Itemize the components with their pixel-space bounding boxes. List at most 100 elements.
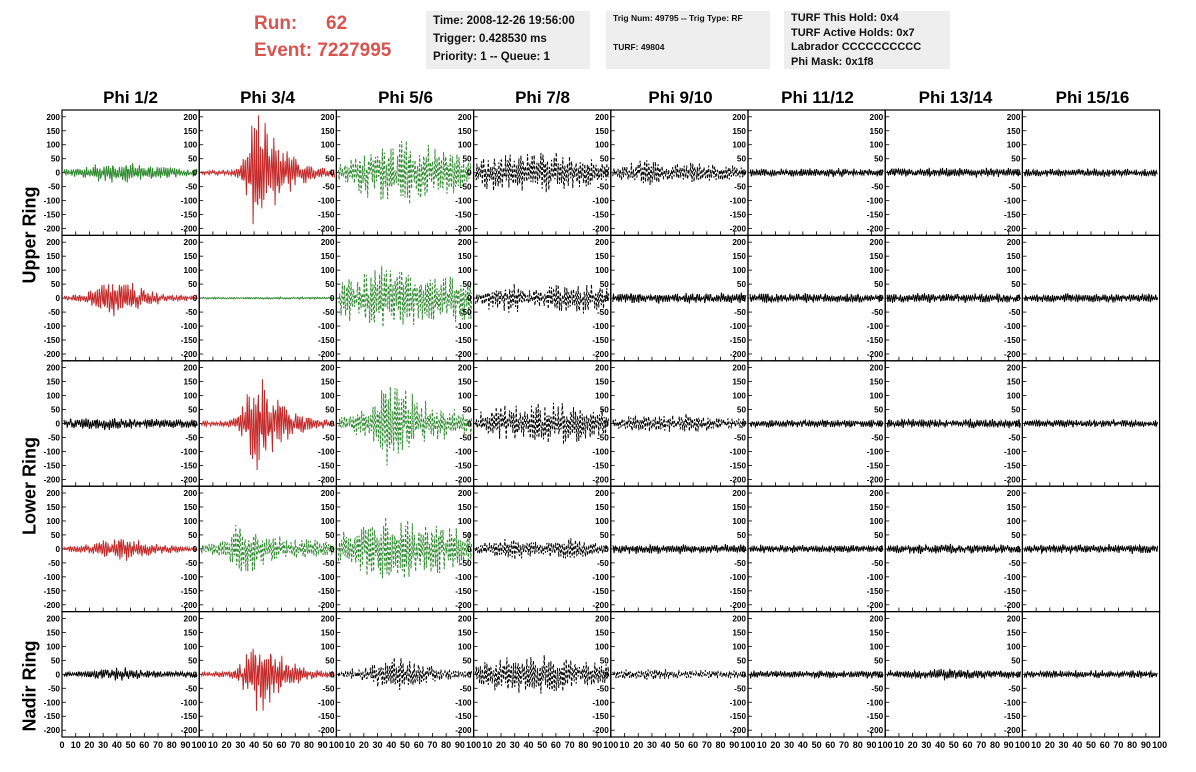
y-tick-label: -50 bbox=[597, 183, 609, 192]
waveform-trace bbox=[200, 296, 335, 301]
y-tick-label: -200 bbox=[1004, 726, 1021, 735]
column-header-phi-7-8: Phi 7/8 bbox=[515, 88, 570, 107]
y-tick-label: 100 bbox=[184, 266, 198, 275]
x-tick-label: 20 bbox=[222, 740, 232, 750]
x-tick-label: 90 bbox=[1141, 740, 1151, 750]
x-tick-label: 10 bbox=[208, 740, 218, 750]
y-tick-label: -100 bbox=[455, 573, 472, 582]
y-tick-label: -50 bbox=[460, 559, 472, 568]
x-tick-label: 80 bbox=[716, 740, 726, 750]
y-tick-label: 0 bbox=[604, 670, 609, 679]
y-tick-label: -200 bbox=[592, 350, 609, 359]
y-tick-label: -200 bbox=[867, 225, 884, 234]
y-tick-label: 200 bbox=[1007, 238, 1021, 247]
y-tick-label: -150 bbox=[730, 712, 747, 721]
y-tick-label: -50 bbox=[460, 684, 472, 693]
y-tick-label: 50 bbox=[462, 406, 472, 415]
y-tick-label: -150 bbox=[592, 587, 609, 596]
y-tick-label: -100 bbox=[867, 447, 884, 456]
time-info-box: Time: 2008-12-26 19:56:00 Trigger: 0.428… bbox=[426, 11, 590, 69]
y-tick-label: -50 bbox=[734, 183, 746, 192]
y-tick-label: 150 bbox=[1007, 503, 1021, 512]
y-tick-label: 150 bbox=[458, 127, 472, 136]
waveform-trace bbox=[749, 669, 884, 679]
y-tick-label: 50 bbox=[188, 155, 198, 164]
y-tick-label: 50 bbox=[462, 280, 472, 289]
y-tick-label: -200 bbox=[44, 601, 61, 610]
y-tick-label: 150 bbox=[458, 628, 472, 637]
y-tick-label: 200 bbox=[595, 614, 609, 623]
x-tick-label: 20 bbox=[84, 740, 94, 750]
x-tick-label: 100 bbox=[466, 740, 481, 750]
y-tick-label: -150 bbox=[181, 211, 198, 220]
y-tick-label: 0 bbox=[467, 169, 472, 178]
x-tick-label: 40 bbox=[798, 740, 808, 750]
y-tick-label: 200 bbox=[732, 364, 746, 373]
waveform-trace bbox=[337, 140, 473, 205]
y-tick-label: 200 bbox=[1007, 614, 1021, 623]
y-tick-label: 200 bbox=[595, 238, 609, 247]
y-tick-label: -100 bbox=[1004, 698, 1021, 707]
y-tick-label: 200 bbox=[732, 238, 746, 247]
waveform-trace bbox=[886, 293, 1021, 304]
y-tick-label: -150 bbox=[44, 336, 61, 345]
y-tick-label: 200 bbox=[595, 489, 609, 498]
y-tick-label: -150 bbox=[867, 712, 884, 721]
y-tick-label: 0 bbox=[193, 169, 198, 178]
y-tick-label: 100 bbox=[870, 517, 884, 526]
y-tick-label: -200 bbox=[318, 475, 335, 484]
x-tick-label: 10 bbox=[71, 740, 81, 750]
event-value: 7227995 bbox=[317, 40, 392, 61]
turf-info-box: TURF This Hold: 0x4 TURF Active Holds: 0… bbox=[784, 11, 950, 69]
y-tick-label: -150 bbox=[44, 211, 61, 220]
y-tick-label: -100 bbox=[1004, 197, 1021, 206]
x-tick-label: 90 bbox=[1004, 740, 1014, 750]
x-tick-label: 10 bbox=[1031, 740, 1041, 750]
y-tick-label: 50 bbox=[325, 656, 335, 665]
y-tick-label: 50 bbox=[600, 280, 610, 289]
y-tick-label: 50 bbox=[51, 280, 61, 289]
y-tick-label: 200 bbox=[46, 113, 60, 122]
x-tick-label: 30 bbox=[784, 740, 794, 750]
x-tick-label: 0 bbox=[59, 740, 64, 750]
x-tick-label: 40 bbox=[386, 740, 396, 750]
y-tick-label: 200 bbox=[184, 614, 198, 623]
y-tick-label: 150 bbox=[595, 127, 609, 136]
x-tick-label: 20 bbox=[633, 740, 643, 750]
y-tick-label: -100 bbox=[592, 447, 609, 456]
labrador-text: Labrador CCCCCCCCCC bbox=[791, 41, 922, 53]
x-tick-label: 50 bbox=[1086, 740, 1096, 750]
y-tick-label: -50 bbox=[597, 684, 609, 693]
waveform-trace bbox=[612, 413, 747, 432]
y-tick-label: 100 bbox=[1007, 517, 1021, 526]
y-tick-label: 200 bbox=[184, 364, 198, 373]
y-tick-label: -50 bbox=[871, 183, 883, 192]
x-tick-label: 100 bbox=[192, 740, 207, 750]
y-tick-label: 200 bbox=[458, 238, 472, 247]
y-tick-label: -100 bbox=[592, 698, 609, 707]
y-tick-label: 50 bbox=[737, 280, 747, 289]
x-tick-label: 60 bbox=[688, 740, 698, 750]
x-tick-label: 60 bbox=[277, 740, 287, 750]
y-tick-label: 50 bbox=[737, 406, 747, 415]
y-tick-label: -150 bbox=[592, 211, 609, 220]
y-tick-label: -50 bbox=[734, 308, 746, 317]
waveform-trace bbox=[475, 655, 610, 694]
x-tick-label: 60 bbox=[414, 740, 424, 750]
waveform-trace bbox=[337, 517, 473, 579]
y-tick-label: 150 bbox=[458, 378, 472, 387]
waveform-trace bbox=[1023, 168, 1158, 178]
y-tick-label: 100 bbox=[458, 517, 472, 526]
y-tick-label: 150 bbox=[321, 503, 335, 512]
y-tick-label: 200 bbox=[321, 489, 335, 498]
y-tick-label: 0 bbox=[330, 169, 335, 178]
y-tick-label: -200 bbox=[1004, 225, 1021, 234]
waveform-trace bbox=[1023, 669, 1158, 680]
turf-text: TURF: 49804 bbox=[613, 42, 665, 52]
x-tick-label: 60 bbox=[825, 740, 835, 750]
y-tick-label: 150 bbox=[184, 127, 198, 136]
y-tick-label: -50 bbox=[185, 684, 197, 693]
y-tick-label: 150 bbox=[1007, 252, 1021, 261]
column-header-phi-11-12: Phi 11/12 bbox=[781, 88, 854, 107]
x-tick-label: 70 bbox=[290, 740, 300, 750]
